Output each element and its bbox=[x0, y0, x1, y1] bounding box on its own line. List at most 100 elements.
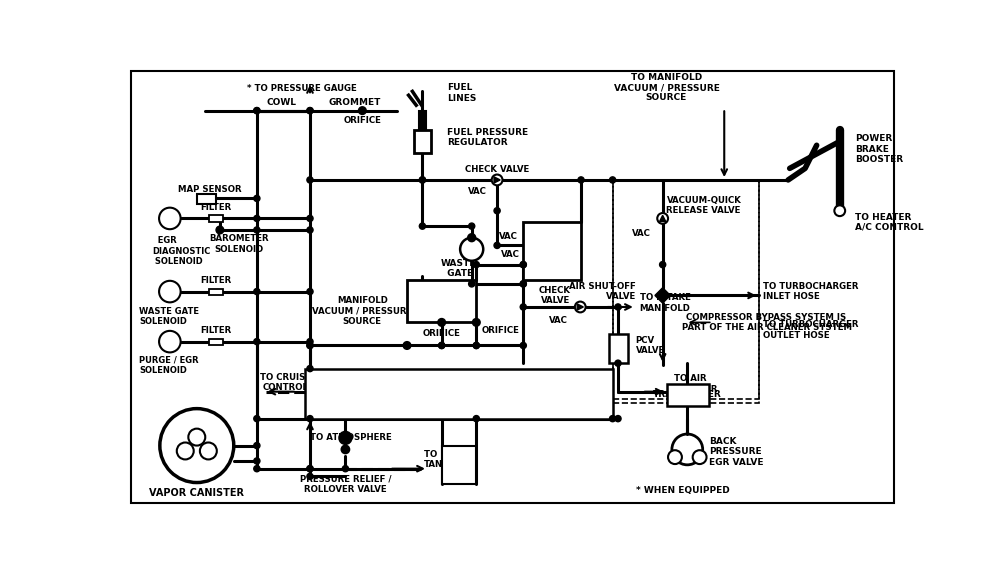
Text: GROMMET: GROMMET bbox=[328, 98, 381, 106]
Text: PURGE / EGR
SOLENOID: PURGE / EGR SOLENOID bbox=[139, 356, 199, 375]
Bar bbox=[209, 288, 223, 295]
Circle shape bbox=[159, 331, 181, 352]
Bar bbox=[613, 180, 759, 403]
Text: POWER
BRAKE
BOOSTER: POWER BRAKE BOOSTER bbox=[855, 134, 903, 164]
Circle shape bbox=[469, 281, 475, 287]
Text: CHECK VALVE: CHECK VALVE bbox=[465, 166, 529, 175]
Circle shape bbox=[494, 208, 500, 214]
Circle shape bbox=[520, 281, 526, 287]
Bar bbox=[613, 180, 759, 399]
Text: MANIFOLD
VACUUM / PRESSURE
SOURCE: MANIFOLD VACUUM / PRESSURE SOURCE bbox=[312, 296, 412, 325]
Circle shape bbox=[254, 195, 260, 201]
Circle shape bbox=[469, 223, 475, 229]
Text: FILTER: FILTER bbox=[200, 277, 232, 285]
Text: THROTTLE
  BODY: THROTTLE BODY bbox=[523, 240, 580, 262]
Circle shape bbox=[188, 428, 205, 446]
Text: TO CRUISE
CONTROL: TO CRUISE CONTROL bbox=[260, 373, 311, 392]
Circle shape bbox=[834, 205, 845, 216]
Text: FILTER: FILTER bbox=[200, 327, 232, 335]
Circle shape bbox=[439, 343, 445, 349]
Text: AIR SHUT-OFF
    VALVE: AIR SHUT-OFF VALVE bbox=[569, 282, 636, 301]
Polygon shape bbox=[660, 215, 666, 221]
Circle shape bbox=[615, 415, 621, 422]
Circle shape bbox=[610, 177, 616, 183]
Text: ORIFICE: ORIFICE bbox=[482, 325, 520, 335]
Bar bbox=[209, 215, 223, 222]
Circle shape bbox=[403, 341, 411, 349]
Circle shape bbox=[307, 365, 313, 372]
Circle shape bbox=[254, 458, 260, 464]
Text: VAC: VAC bbox=[632, 229, 651, 238]
Text: VACUUM-QUICK
RELEASE VALVE: VACUUM-QUICK RELEASE VALVE bbox=[666, 196, 741, 215]
Circle shape bbox=[307, 227, 313, 233]
Text: BAROMETER
SOLENOID: BAROMETER SOLENOID bbox=[209, 234, 269, 254]
Circle shape bbox=[307, 177, 313, 183]
Circle shape bbox=[254, 108, 260, 114]
Circle shape bbox=[610, 415, 616, 422]
Circle shape bbox=[307, 465, 313, 472]
Polygon shape bbox=[577, 304, 583, 310]
Circle shape bbox=[473, 343, 479, 349]
Circle shape bbox=[419, 223, 425, 229]
Circle shape bbox=[254, 288, 260, 295]
Text: ORIFICE: ORIFICE bbox=[343, 116, 381, 125]
Text: VAC: VAC bbox=[499, 232, 518, 241]
Bar bbox=[414, 130, 431, 153]
Text: TO ATMOSPHERE: TO ATMOSPHERE bbox=[310, 434, 392, 442]
Text: TO AIR
CLEANER: TO AIR CLEANER bbox=[483, 373, 527, 392]
Circle shape bbox=[307, 339, 313, 345]
Circle shape bbox=[615, 360, 621, 366]
Text: FUEL PRESSURE
REGULATOR: FUEL PRESSURE REGULATOR bbox=[447, 128, 528, 147]
Circle shape bbox=[307, 343, 313, 349]
Circle shape bbox=[520, 304, 526, 310]
Text: * TO PRESSURE GAUGE: * TO PRESSURE GAUGE bbox=[247, 84, 357, 93]
Text: EGR
DIAGNOSTIC
 SOLENOID: EGR DIAGNOSTIC SOLENOID bbox=[152, 236, 211, 266]
Circle shape bbox=[578, 177, 584, 183]
Circle shape bbox=[520, 281, 526, 287]
Circle shape bbox=[672, 434, 703, 465]
Text: PCV
VALVE: PCV VALVE bbox=[636, 336, 665, 355]
Text: VAC: VAC bbox=[501, 250, 520, 259]
Text: FUEL
LINES: FUEL LINES bbox=[447, 83, 476, 102]
Circle shape bbox=[460, 238, 483, 261]
Circle shape bbox=[307, 343, 313, 349]
Bar bbox=[442, 446, 476, 484]
Circle shape bbox=[307, 288, 313, 295]
Circle shape bbox=[254, 465, 260, 472]
Circle shape bbox=[419, 177, 425, 183]
Circle shape bbox=[216, 226, 224, 234]
Circle shape bbox=[342, 446, 349, 453]
Bar bbox=[407, 280, 476, 323]
Circle shape bbox=[307, 108, 313, 114]
Circle shape bbox=[342, 465, 348, 472]
Text: WASTE GATE
SOLENOID: WASTE GATE SOLENOID bbox=[139, 307, 199, 327]
Circle shape bbox=[668, 450, 682, 464]
Bar bbox=[209, 339, 223, 345]
Circle shape bbox=[307, 415, 313, 422]
Text: VAC: VAC bbox=[468, 187, 487, 196]
Text: COWL: COWL bbox=[266, 98, 296, 106]
Text: TO TURBOCHARGER
INLET HOSE: TO TURBOCHARGER INLET HOSE bbox=[763, 282, 858, 301]
Circle shape bbox=[254, 108, 260, 114]
Text: TO MANIFOLD
VACUUM / PRESSURE
SOURCE: TO MANIFOLD VACUUM / PRESSURE SOURCE bbox=[614, 73, 719, 102]
Circle shape bbox=[160, 409, 234, 483]
Circle shape bbox=[492, 175, 502, 185]
Circle shape bbox=[439, 343, 445, 349]
Circle shape bbox=[520, 262, 526, 267]
Circle shape bbox=[254, 443, 260, 449]
Text: VAC: VAC bbox=[549, 316, 568, 325]
Text: TO AIR
CLEANER: TO AIR CLEANER bbox=[674, 374, 718, 394]
Bar bbox=[305, 369, 613, 419]
Circle shape bbox=[657, 213, 668, 224]
Circle shape bbox=[254, 215, 260, 221]
Circle shape bbox=[307, 473, 313, 480]
Bar bbox=[419, 110, 426, 130]
Circle shape bbox=[254, 339, 260, 345]
Circle shape bbox=[575, 302, 586, 312]
Circle shape bbox=[177, 443, 194, 459]
Circle shape bbox=[520, 343, 526, 349]
Circle shape bbox=[520, 262, 526, 267]
Circle shape bbox=[200, 443, 217, 459]
Circle shape bbox=[693, 450, 707, 464]
Circle shape bbox=[254, 415, 260, 422]
